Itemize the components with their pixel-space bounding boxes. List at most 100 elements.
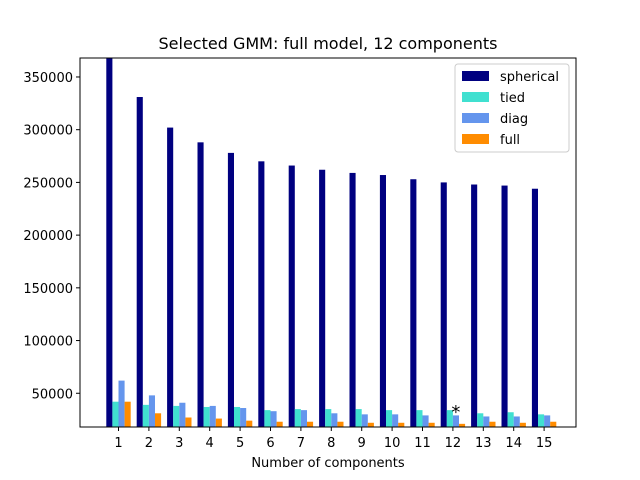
x-tick-label-4: 4 bbox=[206, 436, 214, 451]
legend-label-tied: tied bbox=[500, 91, 525, 106]
bar-diag-11 bbox=[422, 415, 429, 427]
bar-full-6 bbox=[276, 421, 283, 427]
bar-diag-9 bbox=[361, 414, 368, 427]
x-tick-label-8: 8 bbox=[327, 436, 335, 451]
legend-swatch-diag bbox=[462, 113, 489, 123]
bar-spherical-11 bbox=[410, 179, 417, 427]
legend-label-full: full bbox=[500, 133, 520, 148]
bar-spherical-4 bbox=[197, 142, 204, 427]
y-tick-label-150000: 150000 bbox=[23, 282, 73, 297]
y-tick-label-200000: 200000 bbox=[23, 229, 73, 244]
x-tick-label-13: 13 bbox=[475, 436, 492, 451]
bar-tied-10 bbox=[386, 410, 393, 427]
bar-spherical-9 bbox=[349, 172, 356, 427]
bar-diag-8 bbox=[331, 413, 338, 427]
bar-tied-14 bbox=[507, 412, 514, 427]
bar-tied-8 bbox=[325, 409, 332, 427]
bar-spherical-7 bbox=[288, 165, 295, 428]
bar-spherical-6 bbox=[258, 161, 265, 427]
bar-tied-13 bbox=[477, 413, 484, 427]
bar-spherical-15 bbox=[531, 188, 538, 427]
x-tick-label-9: 9 bbox=[358, 436, 366, 451]
bar-spherical-14 bbox=[501, 185, 508, 427]
bar-tied-9 bbox=[355, 409, 362, 427]
bar-diag-6 bbox=[270, 411, 277, 427]
bar-spherical-13 bbox=[471, 184, 478, 427]
bar-tied-12 bbox=[446, 410, 453, 427]
bar-diag-13 bbox=[483, 416, 490, 427]
bar-full-4 bbox=[215, 418, 222, 427]
bar-full-9 bbox=[367, 422, 374, 427]
bar-diag-10 bbox=[392, 414, 399, 427]
x-tick-label-3: 3 bbox=[175, 436, 183, 451]
bar-full-10 bbox=[398, 422, 405, 427]
bar-spherical-10 bbox=[379, 175, 386, 427]
bar-diag-4 bbox=[209, 405, 216, 427]
bar-full-13 bbox=[489, 421, 496, 427]
bar-diag-7 bbox=[300, 410, 307, 427]
bar-full-7 bbox=[307, 421, 314, 427]
x-tick-label-11: 11 bbox=[414, 436, 431, 451]
bar-full-5 bbox=[246, 420, 253, 427]
legend-swatch-spherical bbox=[462, 71, 489, 81]
bar-diag-3 bbox=[179, 402, 186, 427]
chart-title: Selected GMM: full model, 12 components bbox=[159, 34, 498, 53]
legend-box bbox=[454, 63, 570, 153]
bar-diag-1 bbox=[118, 380, 125, 427]
x-tick-label-5: 5 bbox=[236, 436, 244, 451]
bar-spherical-5 bbox=[227, 152, 234, 427]
plot-frame bbox=[79, 57, 577, 428]
bar-tied-1 bbox=[112, 401, 119, 427]
legend-swatch-tied bbox=[462, 92, 489, 102]
bar-tied-2 bbox=[142, 404, 149, 427]
bar-tied-3 bbox=[173, 405, 180, 427]
y-tick-label-50000: 50000 bbox=[32, 387, 73, 402]
bar-diag-14 bbox=[513, 416, 520, 427]
bar-tied-7 bbox=[294, 409, 301, 427]
y-tick-label-350000: 350000 bbox=[23, 71, 73, 86]
bar-full-1 bbox=[124, 401, 131, 427]
x-tick-label-14: 14 bbox=[505, 436, 522, 451]
bar-spherical-1 bbox=[106, 58, 113, 427]
bar-full-11 bbox=[428, 422, 435, 427]
bar-diag-2 bbox=[148, 395, 155, 427]
bar-diag-5 bbox=[240, 408, 247, 427]
x-tick-label-1: 1 bbox=[114, 436, 122, 451]
x-tick-label-10: 10 bbox=[384, 436, 401, 451]
bar-diag-12 bbox=[452, 415, 459, 427]
bar-full-3 bbox=[185, 417, 192, 427]
bar-spherical-3 bbox=[167, 127, 174, 427]
y-tick-label-250000: 250000 bbox=[23, 176, 73, 191]
legend-label-diag: diag bbox=[500, 112, 528, 127]
x-tick-label-2: 2 bbox=[145, 436, 153, 451]
bar-tied-15 bbox=[538, 414, 545, 427]
bar-full-15 bbox=[550, 421, 557, 427]
x-tick-label-15: 15 bbox=[536, 436, 553, 451]
bar-full-2 bbox=[155, 413, 162, 427]
annotation-star: * bbox=[451, 402, 460, 423]
x-tick-label-7: 7 bbox=[297, 436, 305, 451]
bar-tied-6 bbox=[264, 410, 271, 427]
x-tick-label-6: 6 bbox=[266, 436, 274, 451]
bar-full-8 bbox=[337, 421, 344, 427]
y-tick-label-300000: 300000 bbox=[23, 124, 73, 139]
legend-label-spherical: spherical bbox=[500, 70, 559, 85]
bar-spherical-12 bbox=[440, 182, 447, 427]
bar-full-14 bbox=[519, 422, 526, 427]
y-axis: 50000 100000 150000 200000 250000 300000 35000… bbox=[23, 71, 80, 402]
bar-tied-11 bbox=[416, 410, 423, 427]
bar-spherical-2 bbox=[136, 97, 143, 427]
bar-tied-4 bbox=[203, 406, 210, 427]
bar-spherical-8 bbox=[319, 169, 326, 427]
legend-swatch-full bbox=[462, 134, 489, 144]
bar-tied-5 bbox=[234, 406, 241, 427]
bar-diag-15 bbox=[544, 415, 551, 427]
bar-full-12 bbox=[459, 423, 466, 427]
x-tick-label-12: 12 bbox=[445, 436, 462, 451]
legend: spherical tied diag full bbox=[454, 63, 570, 153]
x-axis: 1 2 3 4 5 6 7 8 9 10 11 12 13 14 15 bbox=[114, 427, 552, 451]
y-tick-label-100000: 100000 bbox=[23, 335, 73, 350]
plot-area: * bbox=[106, 58, 557, 428]
x-axis-label: Number of components bbox=[251, 456, 405, 471]
